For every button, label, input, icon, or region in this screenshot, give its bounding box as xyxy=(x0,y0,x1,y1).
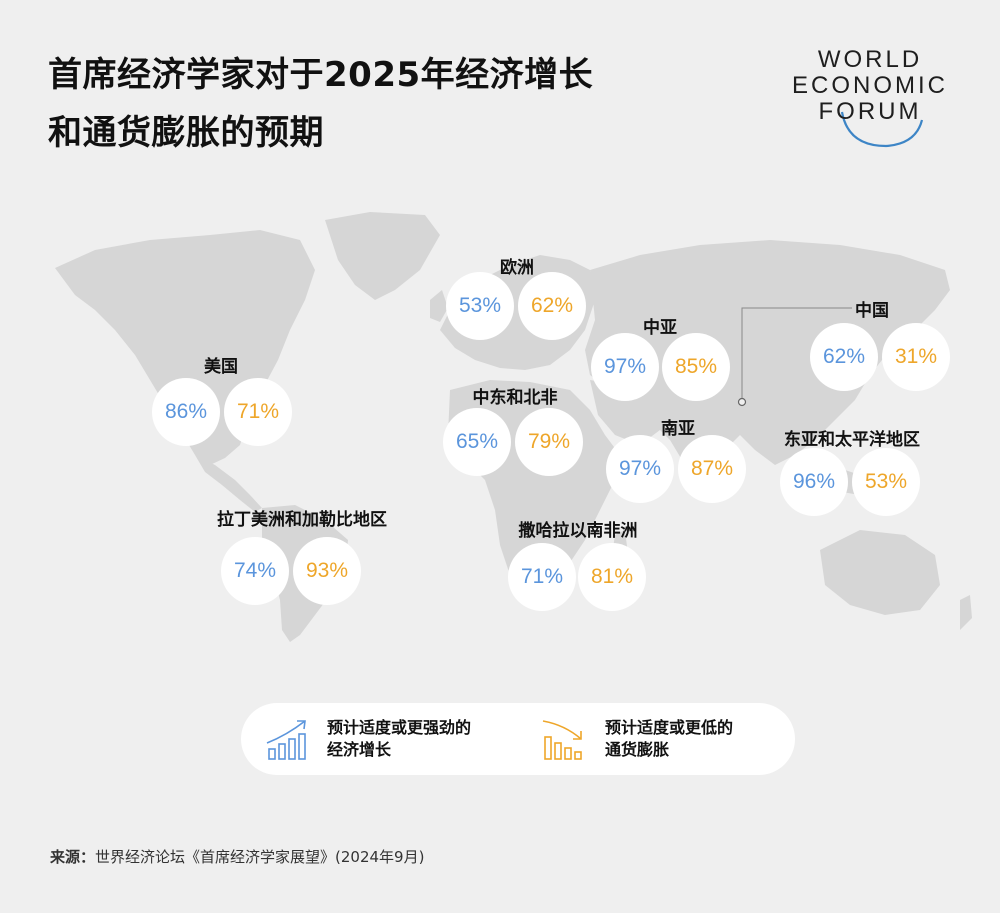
landmass-australia xyxy=(820,530,940,615)
region-label-usa: 美国 xyxy=(204,357,238,377)
region-label-central-asia: 中亚 xyxy=(643,318,677,338)
growth-bubble-usa: 86% xyxy=(152,378,220,446)
source-label: 来源： xyxy=(50,848,96,866)
region-label-latin-america: 拉丁美洲和加勒比地区 xyxy=(217,510,387,530)
inflation-bubble-mena: 79% xyxy=(515,408,583,476)
falling-bar-chart-icon xyxy=(542,720,582,760)
growth-bubble-east-asia-pacific: 96% xyxy=(780,448,848,516)
wef-logo: WORLD ECONOMIC FORUM xyxy=(790,44,955,149)
inflation-bubble-europe: 62% xyxy=(518,272,586,340)
growth-bubble-europe: 53% xyxy=(446,272,514,340)
region-label-east-asia-pacific: 东亚和太平洋地区 xyxy=(784,430,920,450)
legend-inflation-line-2: 通货膨胀 xyxy=(605,740,670,759)
region-label-south-asia: 南亚 xyxy=(661,419,695,439)
inflation-bubble-china: 31% xyxy=(882,323,950,391)
inflation-bubble-central-asia: 85% xyxy=(662,333,730,401)
inflation-bubble-east-asia-pacific: 53% xyxy=(852,448,920,516)
logo-word-forum: FORUM xyxy=(818,98,922,125)
china-leader-line xyxy=(741,307,852,402)
growth-bubble-south-asia: 97% xyxy=(606,435,674,503)
legend-growth-line-2: 经济增长 xyxy=(327,740,392,759)
growth-bubble-sub-saharan-africa: 71% xyxy=(508,543,576,611)
region-label-mena: 中东和北非 xyxy=(472,388,558,408)
source-note: 来源：世界经济论坛《首席经济学家展望》(2024年9月) xyxy=(50,846,424,867)
inflation-bubble-usa: 71% xyxy=(224,378,292,446)
china-leader-dot xyxy=(737,397,747,407)
legend: 预计适度或更强劲的 经济增长 预计适度或更低的 通货膨胀 xyxy=(241,703,795,775)
legend-growth: 预计适度或更强劲的 经济增长 xyxy=(327,717,471,761)
wef-logo-arc xyxy=(840,111,924,148)
landmass-central-america xyxy=(195,455,262,512)
landmass-asia xyxy=(585,240,950,485)
legend-growth-line-1: 预计适度或更强劲的 xyxy=(327,718,472,737)
region-label-sub-saharan-africa: 撒哈拉以南非洲 xyxy=(518,521,638,541)
growth-bubble-latin-america: 74% xyxy=(221,537,289,605)
page-title: 首席经济学家对于2025年经济增长 和通货膨胀的预期 xyxy=(48,46,593,162)
growth-bubble-central-asia: 97% xyxy=(591,333,659,401)
growth-bubble-mena: 65% xyxy=(443,408,511,476)
landmass-new-zealand xyxy=(960,595,972,630)
landmass-britain xyxy=(430,290,448,322)
logo-word-economic: ECONOMIC xyxy=(792,72,948,99)
inflation-bubble-latin-america: 93% xyxy=(293,537,361,605)
region-label-europe: 欧洲 xyxy=(500,258,534,278)
source-text: 世界经济论坛《首席经济学家展望》(2024年9月) xyxy=(95,848,425,866)
title-line-1: 首席经济学家对于2025年经济增长 xyxy=(48,55,594,95)
inflation-bubble-sub-saharan-africa: 81% xyxy=(578,543,646,611)
logo-word-world: WORLD xyxy=(817,46,923,73)
landmass-greenland xyxy=(325,212,440,300)
title-line-2: 和通货膨胀的预期 xyxy=(48,113,324,153)
growth-bubble-china: 62% xyxy=(810,323,878,391)
rising-bar-chart-icon xyxy=(266,720,306,760)
inflation-bubble-south-asia: 87% xyxy=(678,435,746,503)
legend-inflation-line-1: 预计适度或更低的 xyxy=(605,718,734,737)
legend-inflation: 预计适度或更低的 通货膨胀 xyxy=(605,717,733,761)
region-label-china: 中国 xyxy=(855,301,889,321)
